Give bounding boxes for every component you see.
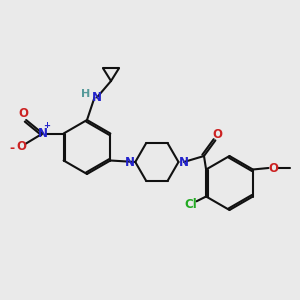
Text: Cl: Cl [185, 198, 197, 212]
Text: N: N [179, 155, 189, 169]
Text: O: O [213, 128, 223, 142]
Text: -: - [10, 142, 15, 155]
Text: O: O [19, 107, 29, 120]
Text: N: N [125, 155, 135, 169]
Text: H: H [81, 89, 90, 99]
Text: N: N [38, 127, 48, 140]
Text: +: + [44, 122, 51, 130]
Text: N: N [92, 91, 102, 104]
Text: O: O [16, 140, 27, 153]
Text: O: O [268, 161, 278, 175]
